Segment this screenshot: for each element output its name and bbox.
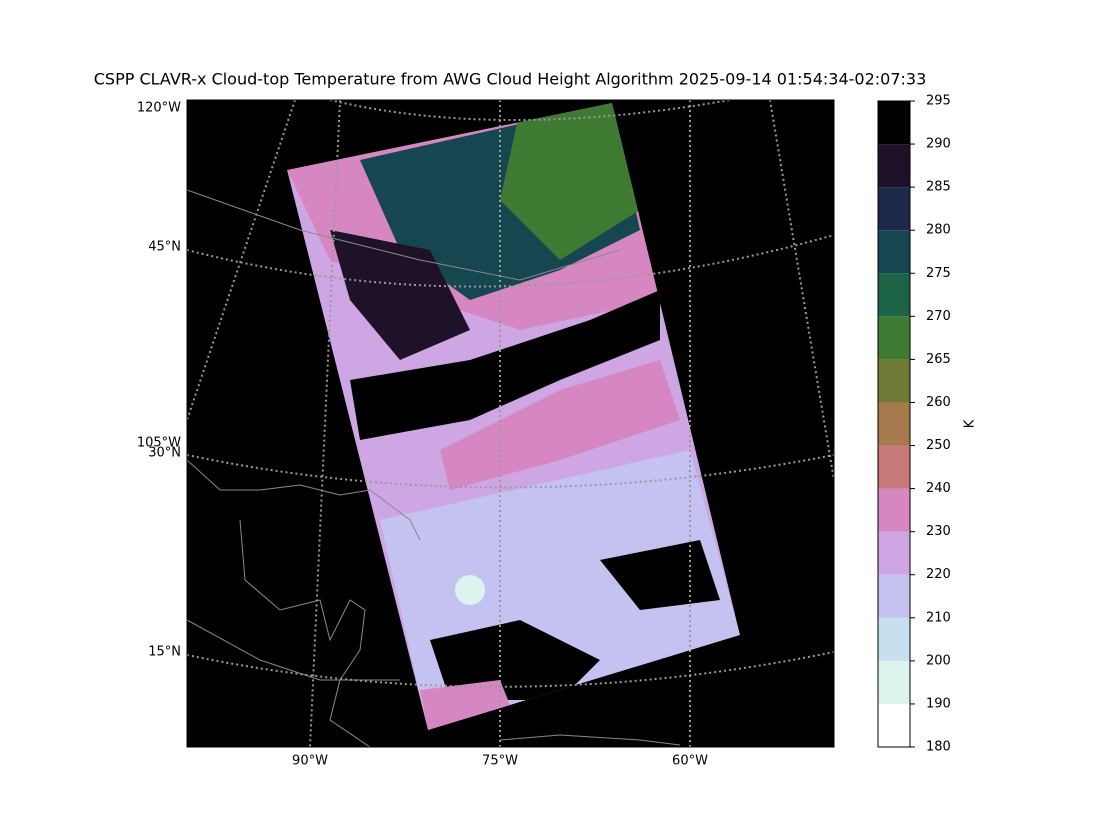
colorbar-segment	[878, 359, 910, 403]
colorbar-tick-label: 210	[926, 610, 951, 625]
colorbar-tick-label: 240	[926, 481, 951, 496]
colorbar-segment	[878, 402, 910, 446]
lat-lon-label: 105°W	[137, 436, 181, 451]
colorbar-tick-label: 295	[926, 94, 951, 109]
colorbar-segment	[878, 230, 910, 274]
colorbar-tick-label: 285	[926, 180, 951, 195]
colorbar-tick-label: 180	[926, 740, 951, 755]
colorbar-segment	[878, 703, 910, 747]
colorbar-tick-label: 275	[926, 266, 951, 281]
map	[186, 99, 835, 748]
lon-label: 90°W	[292, 754, 328, 769]
colorbar-tick-label: 280	[926, 223, 951, 238]
colorbar-segment	[878, 445, 910, 489]
colorbar-segment	[878, 488, 910, 532]
lat-lon-label: 45°N	[148, 240, 181, 255]
colorbar-tick-label: 200	[926, 653, 951, 668]
colorbar-tick-label: 290	[926, 137, 951, 152]
colorbar-tick-label: 190	[926, 696, 951, 711]
graticule	[187, 100, 834, 747]
colorbar-tick-label: 260	[926, 395, 951, 410]
lon-label: 75°W	[482, 754, 518, 769]
colorbar-tick-label: 270	[926, 309, 951, 324]
colorbar-segment	[878, 660, 910, 704]
colorbar-tick-label: 220	[926, 567, 951, 582]
colorbar-segment	[878, 617, 910, 661]
colorbar-label: K	[963, 419, 978, 428]
coastline	[187, 189, 681, 747]
colorbar-segment	[878, 316, 910, 360]
colorbar-segment	[878, 531, 910, 575]
lat-lon-label: 15°N	[148, 645, 181, 660]
colorbar-tick-label: 250	[926, 438, 951, 453]
colorbar-segment	[878, 144, 910, 188]
lat-lon-label: 120°W	[137, 101, 181, 116]
colorbar-segment	[878, 273, 910, 317]
map-frame	[186, 99, 835, 748]
lat-lon-label: 30°N	[148, 446, 181, 461]
swath	[287, 103, 740, 730]
colorbar-frame	[877, 100, 911, 748]
map-title: CSPP CLAVR-x Cloud-top Temperature from …	[94, 70, 927, 89]
colorbar-segment	[878, 574, 910, 618]
colorbar-segment	[878, 187, 910, 231]
colorbar-segment	[878, 101, 910, 145]
colorbar-tick-label: 230	[926, 524, 951, 539]
lon-label: 60°W	[672, 754, 708, 769]
colorbar-tick-label: 265	[926, 352, 951, 367]
